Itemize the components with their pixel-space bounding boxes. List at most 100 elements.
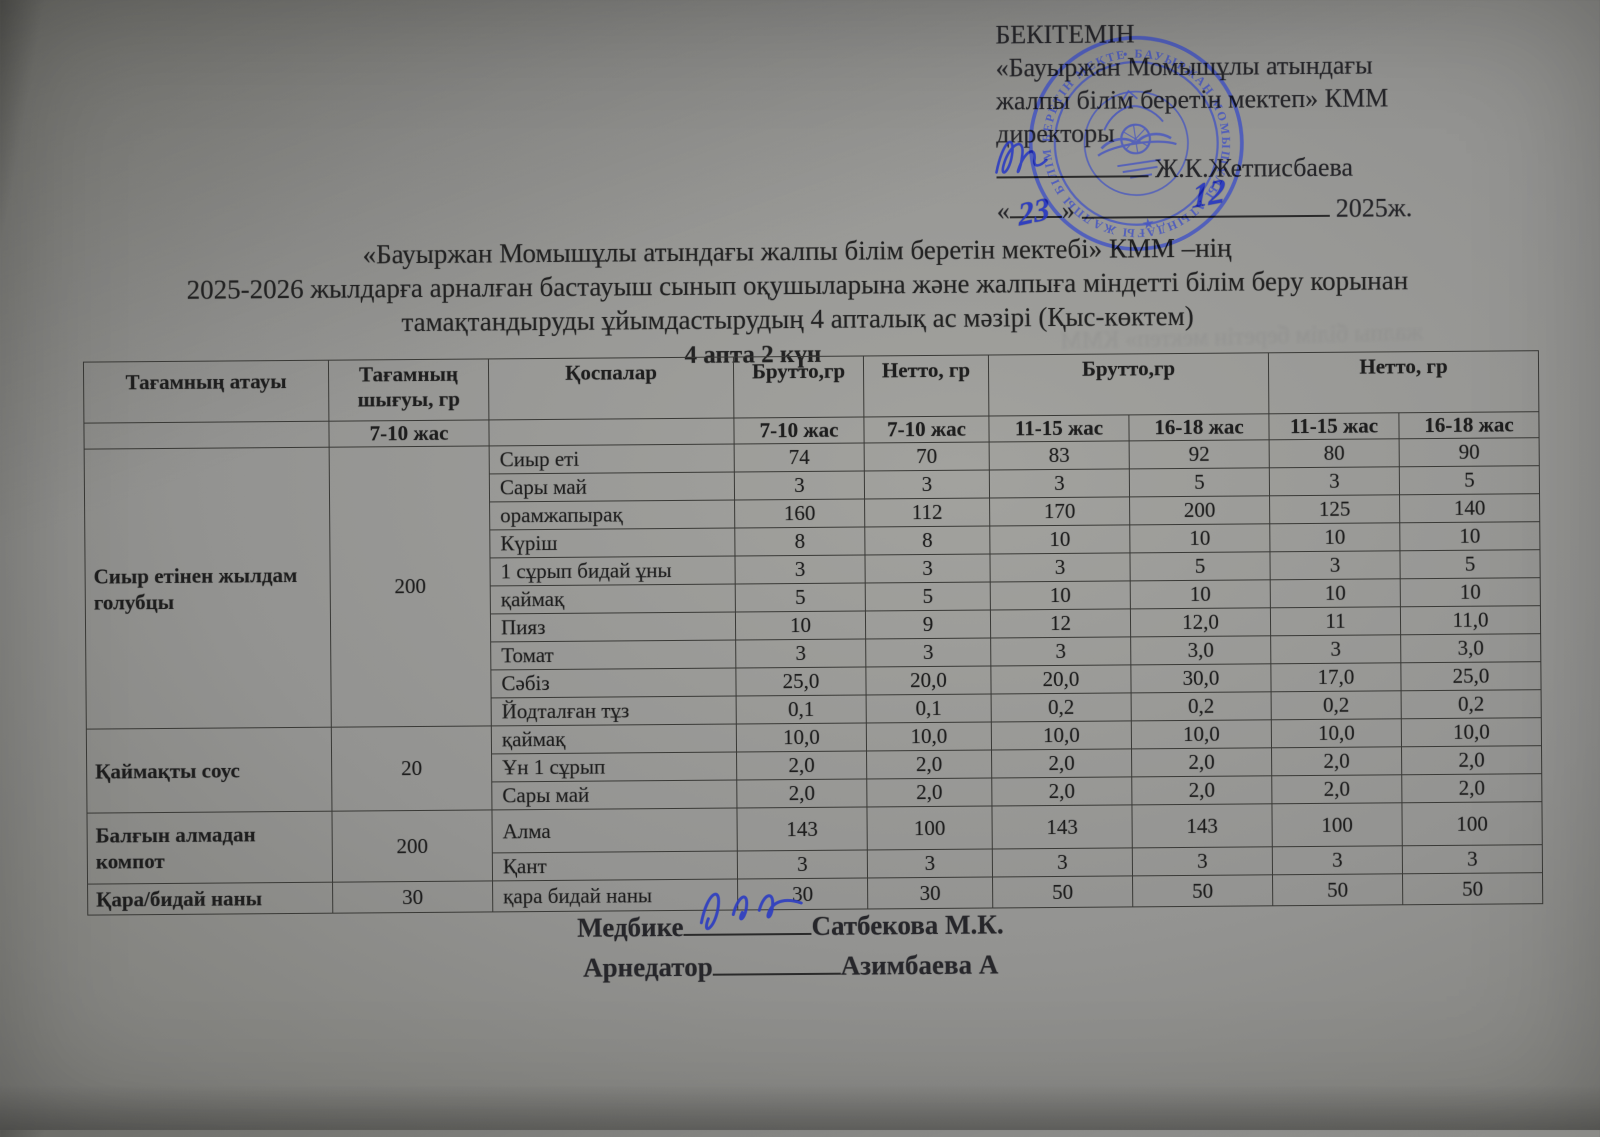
value-cell: 2,0 <box>1271 746 1402 776</box>
header-age-netto-16-18: 16-18 жас <box>1398 411 1540 439</box>
header-age-brutto1: 7-10 жас <box>733 416 865 445</box>
dish-output-cell: 200 <box>329 445 492 728</box>
value-cell: 30,0 <box>1130 663 1272 693</box>
value-cell: 170 <box>989 496 1130 527</box>
ingredient-cell: Күріш <box>489 528 735 558</box>
value-cell: 3 <box>989 552 1131 583</box>
approval-block: БЕКІТЕМІН «Бауыржан Момышұлы атындағы жа… <box>995 14 1567 233</box>
medbike-name: Сатбекова М.К. <box>811 909 1004 941</box>
value-cell: 160 <box>734 498 865 529</box>
menu-table: Тағамның атауы Тағамның шығуы, гр Қоспал… <box>83 350 1543 916</box>
value-cell: 125 <box>1269 494 1400 524</box>
value-cell: 3 <box>737 849 868 879</box>
ingredient-cell: қаймақ <box>491 724 737 754</box>
medbike-signature-row: Медбике Сатбекова М.К. <box>0 892 1591 953</box>
value-cell: 10,0 <box>1131 719 1272 749</box>
value-cell: 10 <box>735 610 866 641</box>
value-cell: 2,0 <box>866 777 992 807</box>
value-cell: 2,0 <box>1401 773 1542 803</box>
value-cell: 10 <box>990 580 1131 611</box>
value-cell: 2,0 <box>736 778 867 809</box>
value-cell: 3 <box>734 554 866 585</box>
value-cell: 2,0 <box>991 776 1132 806</box>
header-age-netto-11-15: 11-15 жас <box>1268 412 1400 440</box>
header-age-netto1: 7-10 жас <box>863 416 990 443</box>
ingredient-cell: Томат <box>490 640 736 670</box>
value-cell: 17,0 <box>1270 662 1402 692</box>
value-cell: 9 <box>865 610 991 639</box>
value-cell: 20,0 <box>990 664 1132 695</box>
value-cell: 2,0 <box>1401 745 1542 775</box>
value-cell: 5 <box>735 582 866 613</box>
value-cell: 10 <box>1270 578 1401 608</box>
ingredient-cell: Сары май <box>489 472 735 502</box>
value-cell: 11 <box>1270 606 1401 636</box>
ingredient-cell: Ұн 1 сұрып <box>491 752 737 782</box>
value-cell: 3 <box>867 848 993 878</box>
value-cell: 143 <box>1131 803 1273 848</box>
value-cell: 10,0 <box>1401 717 1542 747</box>
value-cell: 3 <box>992 847 1133 877</box>
ingredient-cell: Пияз <box>490 612 736 642</box>
director-signature-icon <box>995 140 1048 174</box>
director-signature-line: Ж.К.Жетписбаева <box>995 140 1566 186</box>
value-cell: 143 <box>736 806 868 851</box>
value-cell: 3 <box>734 470 865 501</box>
value-cell: 70 <box>864 442 990 471</box>
header-output: Тағамның шығуы, гр <box>328 358 489 422</box>
value-cell: 10 <box>989 524 1130 555</box>
value-cell: 2,0 <box>1131 747 1272 777</box>
value-cell: 10 <box>1129 523 1270 553</box>
header-additives: Қоспалар <box>488 357 734 420</box>
value-cell: 0,2 <box>1131 691 1272 721</box>
value-cell: 3 <box>864 470 990 499</box>
value-cell: 10,0 <box>866 722 992 751</box>
ingredient-cell: Алма <box>491 808 738 853</box>
value-cell: 10,0 <box>1271 718 1402 748</box>
ingredient-cell: Сиыр еті <box>489 444 735 474</box>
value-cell: 100 <box>866 805 993 850</box>
value-cell: 143 <box>991 804 1133 849</box>
value-cell: 100 <box>1401 801 1543 846</box>
value-cell: 3 <box>735 638 866 669</box>
ingredient-cell: орамжапырақ <box>489 500 735 530</box>
date-quote-open: « <box>996 196 1010 226</box>
header-empty-cell <box>83 421 330 450</box>
ingredient-cell: Йодталған тұз <box>491 696 737 726</box>
value-cell: 3,0 <box>1130 635 1271 665</box>
value-cell: 0,2 <box>1271 690 1402 720</box>
value-cell: 83 <box>989 440 1130 471</box>
value-cell: 11,0 <box>1400 605 1541 635</box>
table-header-row-1: Тағамның атауы Тағамның шығуы, гр Қоспал… <box>83 350 1539 424</box>
header-age-brutto-16-18: 16-18 жас <box>1128 413 1270 441</box>
value-cell: 74 <box>734 442 865 473</box>
value-cell: 2,0 <box>866 749 992 779</box>
value-cell: 10 <box>1400 577 1541 607</box>
signatures-block: Медбике Сатбекова М.К. Арнедатор Азимбаев… <box>0 892 1600 993</box>
stamp-ring-text: • БАУЫРЖАН МОМЫШҰЛЫ АТЫНДАҒЫ ЖАЛПЫ БІЛІМ… <box>1011 18 1246 256</box>
dish-name-cell: Сиыр етінен жылдам голубцы <box>84 447 332 730</box>
header-dish: Тағамның атауы <box>83 360 329 424</box>
value-cell: 3 <box>989 468 1130 499</box>
value-cell: 80 <box>1269 438 1400 468</box>
dish-output-cell: 200 <box>331 809 493 883</box>
medbike-signature-icon <box>699 892 803 931</box>
value-cell: 200 <box>1129 495 1270 525</box>
ingredient-cell: 1 сұрып бидай ұны <box>489 556 736 586</box>
value-cell: 10 <box>1130 579 1271 609</box>
value-cell: 2,0 <box>1271 774 1402 804</box>
ingredient-cell: Сәбіз <box>490 668 737 698</box>
value-cell: 8 <box>864 526 990 555</box>
dish-output-cell: 20 <box>331 725 492 812</box>
value-cell: 8 <box>734 526 865 557</box>
approval-year: 2025ж. <box>1335 193 1413 223</box>
header-empty-cell <box>488 418 735 446</box>
value-cell: 3 <box>865 638 991 667</box>
value-cell: 112 <box>864 498 990 527</box>
value-cell: 3 <box>1402 844 1543 874</box>
arnedator-signature-blank <box>712 950 841 976</box>
value-cell: 0,2 <box>1401 689 1542 719</box>
value-cell: 92 <box>1129 439 1270 469</box>
value-cell: 25,0 <box>1400 661 1542 691</box>
stamp-star-icon: ★ <box>1141 215 1156 233</box>
